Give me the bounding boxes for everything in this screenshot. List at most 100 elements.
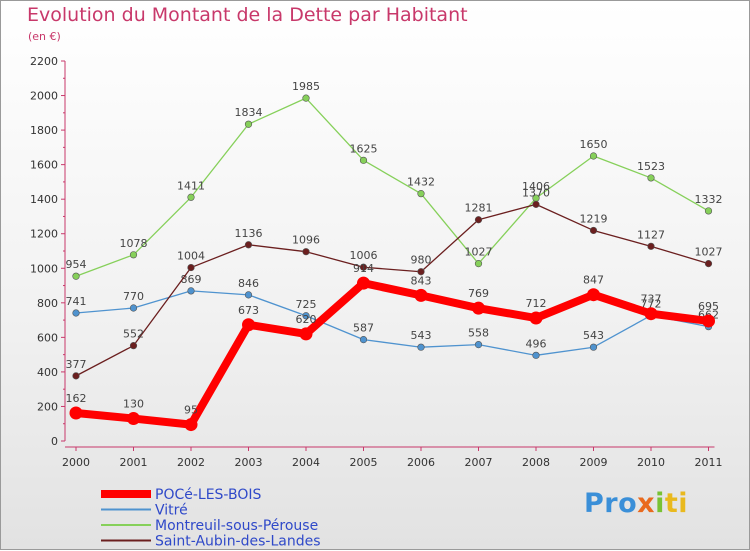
data-label-montreuil-sous-pe-rouse: 1411: [177, 179, 205, 192]
data-point-saint-aubin-des-landes: [417, 268, 425, 276]
logo-part-4: ti: [664, 488, 689, 519]
data-label-poce-les-bois: 695: [698, 300, 719, 313]
data-point-saint-aubin-des-landes: [359, 263, 368, 271]
data-point-montreuil-sous-pe-rouse: [704, 207, 713, 215]
data-point-saint-aubin-des-landes: [302, 248, 310, 256]
data-label-poce-les-bois: 737: [641, 293, 662, 306]
x-tick-label: 2006: [407, 456, 435, 469]
data-point-montreuil-sous-pe-rouse: [359, 156, 368, 164]
data-label-saint-aubin-des-landes: 1281: [465, 202, 493, 215]
data-point-poce-les-bois: [69, 406, 83, 420]
data-point-montreuil-sous-pe-rouse: [647, 174, 655, 182]
logo-part-3: i: [655, 488, 665, 519]
data-label-montreuil-sous-pe-rouse: 1625: [350, 142, 378, 155]
data-point-poce-les-bois: [184, 418, 198, 432]
data-label-poce-les-bois: 847: [583, 274, 604, 287]
data-point-vitre: [187, 287, 195, 295]
legend-label: Saint-Aubin-des-Landes: [155, 534, 321, 550]
data-point-saint-aubin-des-landes: [647, 242, 655, 250]
y-tick-label: 1200: [30, 228, 58, 241]
y-tick-label: 1400: [30, 193, 58, 206]
y-tick-label: 1600: [30, 159, 58, 172]
data-label-poce-les-bois: 843: [411, 274, 432, 287]
data-label-montreuil-sous-pe-rouse: 1432: [407, 176, 435, 189]
data-point-vitre: [244, 291, 253, 299]
data-point-vitre: [589, 343, 598, 351]
data-label-vitre: 770: [123, 290, 144, 303]
data-label-saint-aubin-des-landes: 377: [66, 358, 87, 371]
data-label-saint-aubin-des-landes: 1136: [235, 227, 263, 240]
data-point-montreuil-sous-pe-rouse: [244, 120, 253, 128]
data-label-montreuil-sous-pe-rouse: 1406: [522, 180, 550, 193]
data-point-saint-aubin-des-landes: [244, 241, 253, 249]
legend-label: Montreuil-sous-Pérouse: [155, 518, 318, 534]
legend-label: POCé-LES-BOIS: [155, 487, 261, 503]
x-tick-label: 2009: [580, 456, 608, 469]
data-label-montreuil-sous-pe-rouse: 1027: [465, 246, 493, 259]
data-point-saint-aubin-des-landes: [72, 372, 80, 380]
data-label-saint-aubin-des-landes: 1006: [350, 249, 378, 262]
data-label-saint-aubin-des-landes: 552: [123, 328, 144, 341]
data-label-montreuil-sous-pe-rouse: 1523: [637, 160, 665, 173]
data-label-saint-aubin-des-landes: 1127: [637, 228, 665, 241]
data-point-vitre: [474, 341, 483, 349]
data-point-vitre: [532, 351, 540, 359]
data-label-saint-aubin-des-landes: 1370: [522, 186, 550, 199]
data-point-poce-les-bois: [127, 412, 140, 426]
x-tick-label: 2002: [177, 456, 205, 469]
data-point-vitre: [72, 309, 80, 317]
data-point-poce-les-bois: [644, 307, 658, 321]
data-point-saint-aubin-des-landes: [474, 216, 483, 224]
data-point-vitre: [129, 304, 138, 312]
y-tick-label: 400: [37, 366, 58, 379]
y-tick-label: 1000: [30, 262, 58, 275]
x-tick-label: 2008: [522, 456, 550, 469]
proxiti-logo: Proxiti: [584, 488, 688, 519]
logo-part-2: x: [637, 488, 656, 519]
data-label-poce-les-bois: 769: [468, 287, 489, 300]
data-label-saint-aubin-des-landes: 1219: [580, 212, 608, 225]
data-point-montreuil-sous-pe-rouse: [72, 272, 80, 280]
data-point-montreuil-sous-pe-rouse: [129, 251, 138, 259]
y-tick-label: 2200: [30, 55, 58, 68]
data-label-vitre: 869: [181, 273, 202, 286]
data-label-poce-les-bois: 673: [238, 304, 259, 317]
data-label-poce-les-bois: 712: [526, 297, 547, 310]
data-label-poce-les-bois: 620: [296, 313, 317, 326]
data-label-poce-les-bois: 914: [353, 262, 374, 275]
data-label-montreuil-sous-pe-rouse: 1985: [292, 80, 320, 93]
x-tick-label: 2007: [465, 456, 493, 469]
y-tick-label: 600: [37, 331, 58, 344]
data-label-montreuil-sous-pe-rouse: 1650: [580, 138, 608, 151]
series-line-montreuil-sous-pe-rouse: [75, 97, 710, 277]
x-tick-label: 2000: [62, 456, 90, 469]
data-point-montreuil-sous-pe-rouse: [417, 190, 425, 198]
data-label-saint-aubin-des-landes: 1004: [177, 250, 205, 263]
series-line-vitre: [75, 290, 710, 356]
data-point-saint-aubin-des-landes: [589, 226, 598, 235]
data-label-poce-les-bois: 95: [184, 404, 198, 417]
data-label-vitre: 587: [353, 322, 374, 335]
data-label-montreuil-sous-pe-rouse: 954: [66, 258, 87, 271]
data-point-vitre: [302, 312, 310, 320]
chart-subtitle: (en €): [28, 30, 61, 43]
x-tick-label: 2003: [235, 456, 263, 469]
data-point-vitre: [417, 343, 425, 351]
data-point-poce-les-bois: [472, 301, 485, 315]
data-point-saint-aubin-des-landes: [187, 263, 195, 272]
legend-label: Vitré: [155, 503, 188, 519]
logo-part-1: Pro: [584, 488, 638, 519]
data-point-montreuil-sous-pe-rouse: [474, 260, 483, 268]
data-point-saint-aubin-des-landes: [704, 260, 713, 268]
data-label-saint-aubin-des-landes: 980: [411, 254, 432, 267]
data-label-vitre: 496: [526, 337, 547, 350]
x-tick-label: 2001: [120, 456, 148, 469]
y-tick-label: 0: [51, 435, 58, 448]
data-point-saint-aubin-des-landes: [532, 200, 540, 208]
data-label-montreuil-sous-pe-rouse: 1332: [695, 193, 723, 206]
data-point-poce-les-bois: [702, 314, 715, 328]
data-point-vitre: [359, 336, 368, 344]
series-line-poce-les-bois: [72, 279, 713, 429]
